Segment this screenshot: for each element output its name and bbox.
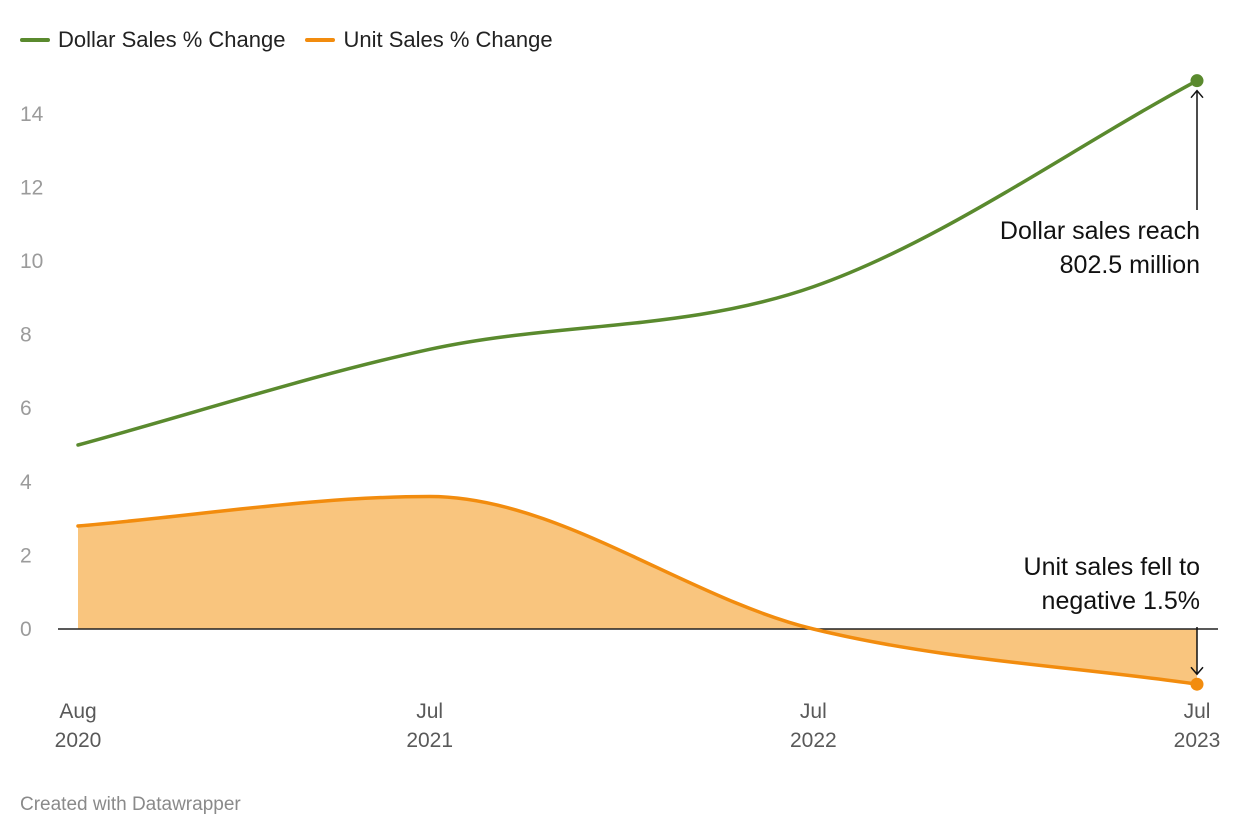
unit-sales-area <box>78 496 1197 685</box>
x-tick-label: 2022 <box>790 729 837 752</box>
x-tick-label: Jul <box>800 700 827 723</box>
dollar-annotation-arrowhead <box>1190 89 1204 99</box>
y-tick-label: 12 <box>20 176 43 199</box>
y-tick-label: 14 <box>20 103 44 126</box>
y-tick-label: 0 <box>20 618 32 641</box>
y-tick-label: 10 <box>20 250 43 273</box>
x-tick-label: 2023 <box>1174 729 1221 752</box>
x-tick-label: Jul <box>416 700 443 723</box>
footer-credit[interactable]: Created with Datawrapper <box>20 794 241 815</box>
dollar-annotation-text: Dollar sales reach <box>1000 217 1200 245</box>
y-tick-label: 8 <box>20 324 32 347</box>
legend-swatch-unit <box>305 38 336 42</box>
x-tick-label: Jul <box>1184 700 1211 723</box>
legend: Dollar Sales % Change Unit Sales % Chang… <box>20 27 573 53</box>
y-tick-label: 2 <box>20 544 32 567</box>
x-tick-label: Aug <box>59 700 96 723</box>
legend-label-dollar: Dollar Sales % Change <box>58 27 286 52</box>
dollar-annotation-text: 802.5 million <box>1060 251 1200 279</box>
y-tick-label: 4 <box>20 471 32 494</box>
dollar-sales-line <box>76 78 1199 447</box>
x-tick-label: 2020 <box>55 729 102 752</box>
legend-item-dollar-sales: Dollar Sales % Change <box>20 27 285 53</box>
legend-item-unit-sales: Unit Sales % Change <box>305 27 553 53</box>
unit-annotation-text: negative 1.5% <box>1042 587 1200 615</box>
legend-label-unit: Unit Sales % Change <box>343 27 553 52</box>
unit-sales-line <box>76 494 1199 686</box>
legend-swatch-dollar <box>20 38 50 42</box>
unit-annotation-text: Unit sales fell to <box>1024 553 1200 581</box>
x-tick-label: 2021 <box>406 729 453 752</box>
unit-sales-end-point <box>1190 677 1204 691</box>
unit-annotation-arrowhead <box>1190 666 1204 676</box>
dollar-sales-end-point <box>1190 74 1204 88</box>
y-tick-label: 6 <box>20 397 32 420</box>
